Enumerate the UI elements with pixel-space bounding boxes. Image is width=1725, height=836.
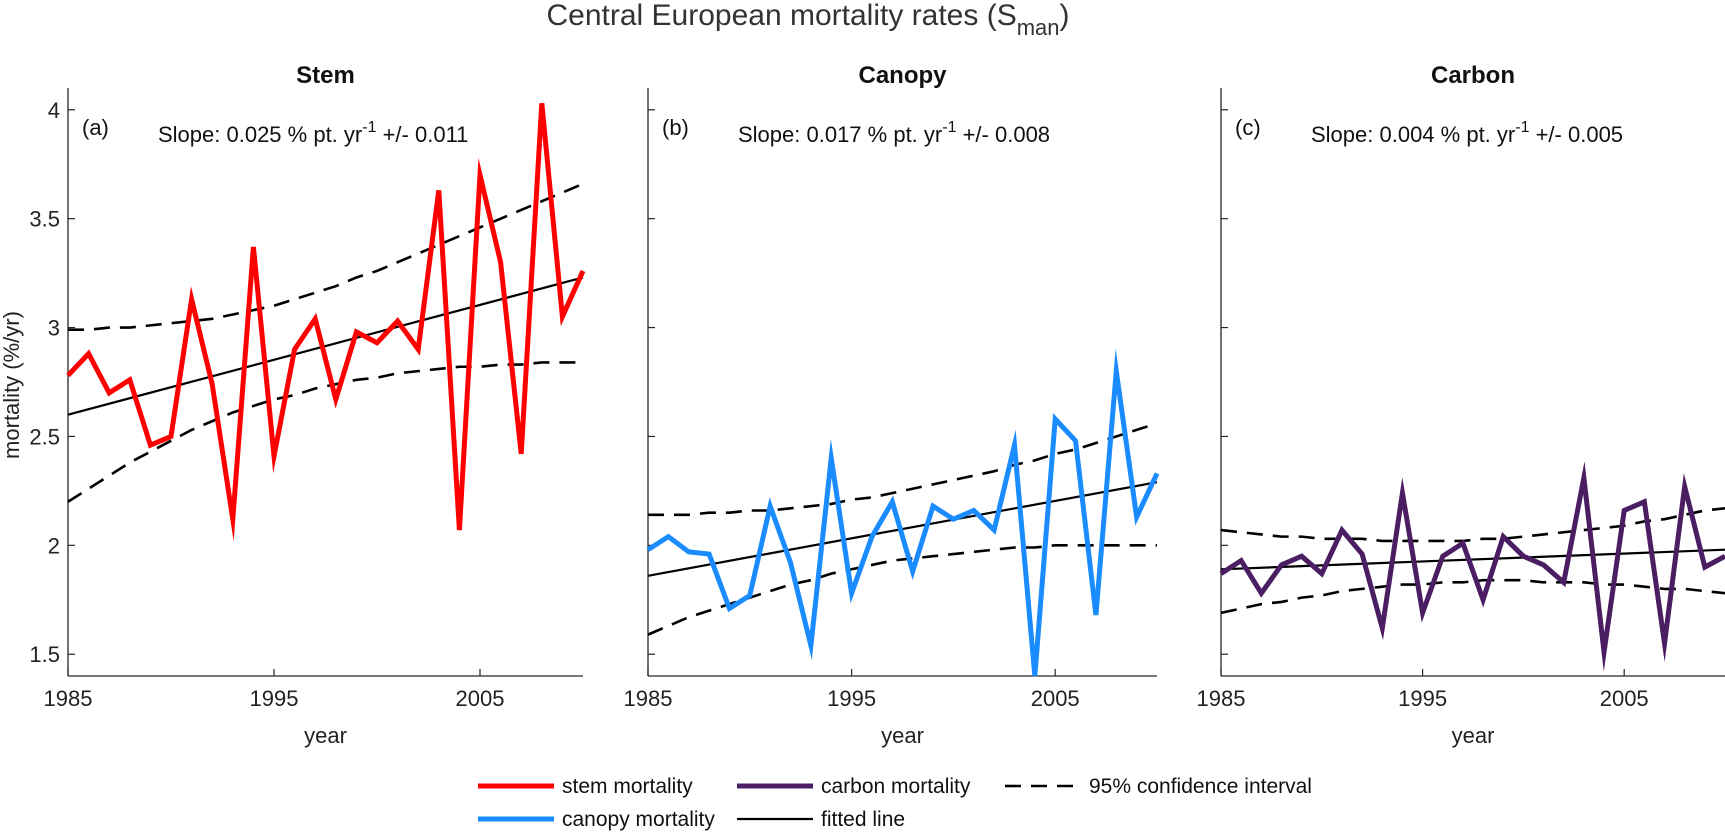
panel-canopy: 1985 1995 2005 Canopy (b) year Slope: 0.017 % … (624, 62, 1160, 748)
series-line-carbon-mortality (1219, 461, 1725, 672)
slope-annotation: Slope: 0.017 % pt. yr-1 +/- 0.008 (738, 119, 1050, 147)
legend-label: canopy mortality (562, 808, 715, 831)
x-tick-label: 2005 (456, 686, 505, 711)
y-tick-label: 2.5 (29, 424, 60, 449)
x-tick-label: 1995 (827, 686, 876, 711)
y-tick-label: 3 (48, 316, 60, 341)
legend-label: 95% confidence interval (1089, 775, 1312, 798)
y-tick-label: 4 (48, 98, 60, 123)
slope-error: +/- 0.008 (956, 122, 1050, 147)
x-tick-label: 2005 (1600, 686, 1649, 711)
ci-upper-line (1220, 507, 1725, 543)
panels: 1.5 2 2.5 3 3.5 4 1985 1995 2005 Stem (a) year Slope… (29, 62, 1725, 748)
legend-item-fitted-line: fitted line (737, 808, 905, 831)
ci-lower-line (1220, 578, 1725, 615)
x-tick-label: 1985 (1197, 686, 1246, 711)
x-tick-label: 1985 (44, 686, 93, 711)
panel-label: (a) (82, 115, 109, 140)
series-line-stem-mortality (66, 103, 586, 542)
slope-text: Slope: 0.004 % pt. yr (1311, 122, 1515, 147)
slope-annotation: Slope: 0.025 % pt. yr-1 +/- 0.011 (158, 119, 468, 147)
legend-label: fitted line (821, 808, 905, 831)
legend-item-stem-mortality: stem mortality (478, 775, 693, 798)
slope-error: +/- 0.005 (1529, 122, 1623, 147)
fitted-line (1220, 548, 1725, 571)
ci-upper-line (68, 182, 584, 332)
slope-exponent: -1 (362, 119, 376, 136)
series-line-canopy-mortality (646, 348, 1160, 677)
figure-title-main: Central European mortality rates (S (547, 0, 1017, 32)
slope-error: +/- 0.011 (376, 122, 468, 147)
legend: stem mortality carbon mortality 95% confid… (478, 775, 1312, 831)
y-tick-label: 1.5 (29, 642, 60, 667)
y-tick-label: 2 (48, 533, 60, 558)
slope-text: Slope: 0.017 % pt. yr (738, 122, 942, 147)
x-tick-label: 1995 (1398, 686, 1447, 711)
figure-title: Central European mortality rates (Sman) (547, 0, 1070, 40)
fitted-line (67, 276, 584, 416)
slope-exponent: -1 (1515, 119, 1529, 136)
ci-lower-line (647, 544, 1157, 636)
figure-title-close: ) (1060, 0, 1070, 32)
y-axis-label: mortality (%/yr) (0, 311, 24, 459)
legend-item-95-confidence-interval: 95% confidence interval (1005, 775, 1312, 798)
x-tick-label: 1995 (250, 686, 299, 711)
x-tick-label: 2005 (1031, 686, 1080, 711)
panel-stem: 1.5 2 2.5 3 3.5 4 1985 1995 2005 Stem (a) year Slope… (29, 62, 586, 748)
slope-text: Slope: 0.025 % pt. yr (158, 122, 362, 147)
legend-item-carbon-mortality: carbon mortality (737, 775, 971, 798)
x-axis-label: year (1452, 723, 1495, 748)
y-tick-label: 3.5 (29, 207, 60, 232)
panel-title: Carbon (1431, 62, 1515, 89)
panel-carbon: 1985 1995 2005 Carbon (c) year Slope: 0.004 % … (1197, 62, 1725, 748)
slope-annotation: Slope: 0.004 % pt. yr-1 +/- 0.005 (1311, 119, 1623, 147)
legend-label: stem mortality (562, 775, 693, 798)
panel-label: (b) (662, 115, 689, 140)
ci-lower-line (67, 361, 583, 503)
legend-label: carbon mortality (821, 775, 971, 798)
legend-item-canopy-mortality: canopy mortality (478, 808, 715, 831)
x-axis-label: year (881, 723, 924, 748)
figure-title-subscript: man (1017, 15, 1060, 40)
panel-label: (c) (1235, 115, 1261, 140)
panel-title: Stem (296, 62, 355, 89)
x-axis-label: year (304, 723, 347, 748)
panel-title: Canopy (858, 62, 947, 89)
slope-exponent: -1 (942, 119, 956, 136)
ci-upper-line (648, 422, 1158, 517)
x-tick-label: 1985 (624, 686, 673, 711)
